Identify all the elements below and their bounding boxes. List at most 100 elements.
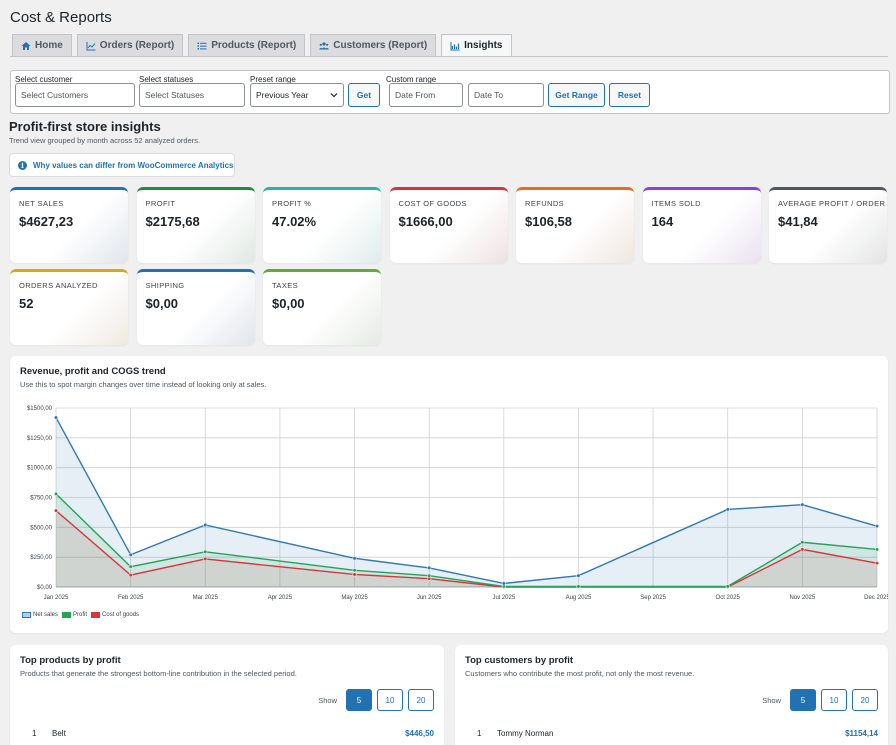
users-icon — [319, 41, 330, 49]
tab-home[interactable]: Home — [12, 34, 72, 56]
data-point — [352, 568, 357, 573]
kpi-card-refunds: REFUNDS $106,58 — [516, 187, 634, 263]
nav-tabs: Home Orders (Report) Products (Report) C… — [12, 34, 512, 56]
y-tick-label: $1250,00 — [27, 436, 53, 442]
tab-orders-report[interactable]: Orders (Report) — [76, 34, 184, 56]
date-from-input[interactable]: Date From — [389, 83, 463, 107]
status-label: Select statuses — [139, 75, 194, 84]
data-point — [576, 573, 581, 578]
trend-chart-panel: Revenue, profit and COGS trend Use this … — [10, 356, 888, 633]
tab-insights[interactable]: Insights — [441, 34, 512, 56]
legend-swatch — [91, 612, 101, 618]
kpi-value: 164 — [651, 214, 674, 229]
x-tick-label: Aug 2025 — [566, 595, 592, 601]
why-values-label: Why values can differ from WooCommerce A… — [33, 160, 234, 170]
kpi-label: ORDERS ANALYZED — [19, 281, 98, 290]
x-tick-label: Sep 2025 — [640, 595, 666, 601]
data-point — [128, 564, 133, 569]
x-tick-label: Apr 2025 — [268, 595, 293, 601]
data-point — [128, 573, 133, 578]
profit-amount: $446,50 — [405, 728, 434, 738]
kpi-card-orders-analyzed: ORDERS ANALYZED 52 — [10, 269, 128, 345]
series-area-net-sales — [56, 417, 877, 587]
show-20-button[interactable]: 20 — [852, 689, 878, 711]
legend-cost-of-goods[interactable]: Cost of goods — [91, 612, 139, 618]
tab-products-report[interactable]: Products (Report) — [188, 34, 306, 56]
kpi-value: $106,58 — [525, 214, 572, 229]
show-label: Show — [762, 695, 781, 705]
kpi-label: PROFIT % — [272, 199, 312, 208]
y-tick-label: $0,00 — [37, 585, 53, 591]
kpi-label: SHIPPING — [145, 281, 185, 290]
top-products-title: Top products by profit — [20, 655, 121, 666]
legend-net-sales[interactable]: Net sales — [22, 612, 58, 618]
y-tick-label: $1000,00 — [27, 466, 53, 472]
data-point — [800, 502, 805, 507]
series-area-profit — [56, 493, 877, 587]
why-values-differ-link[interactable]: i Why values can differ from WooCommerce… — [9, 153, 235, 177]
legend-swatch — [22, 612, 31, 618]
series-area-cost-of-goods — [56, 510, 877, 587]
kpi-value: $41,84 — [778, 214, 818, 229]
x-tick-label: Nov 2025 — [790, 595, 816, 601]
legend-swatch — [62, 612, 72, 618]
series-line-cost-of-goods — [55, 510, 878, 588]
y-tick-label: $1500,00 — [27, 406, 53, 412]
legend-profit[interactable]: Profit — [62, 612, 87, 618]
customer-label: Select customer — [15, 75, 73, 84]
kpi-card-taxes: TAXES $0,00 — [263, 269, 381, 345]
preset-range-select[interactable]: Previous Year — [250, 83, 344, 107]
kpi-card-shipping: SHIPPING $0,00 — [136, 269, 255, 345]
top-customers-pager: Show 5 10 20 — [762, 689, 878, 711]
tabs-divider — [10, 56, 888, 57]
status-select[interactable]: Select Statuses — [139, 83, 245, 107]
data-point — [800, 547, 805, 552]
kpi-card-net-sales: NET SALES $4627,23 — [10, 187, 128, 263]
kpi-value: $2175,68 — [145, 214, 200, 229]
show-5-button[interactable]: 5 — [790, 689, 816, 711]
list-item[interactable]: 1 Tommy Norman $1154,14 — [455, 725, 888, 741]
data-point — [874, 561, 880, 566]
reset-button[interactable]: Reset — [609, 83, 650, 107]
get-range-button[interactable]: Get Range — [548, 83, 605, 107]
list-item[interactable]: 1 Belt $446,50 — [10, 725, 444, 741]
top-customers-subtitle: Customers who contribute the most profit… — [465, 669, 695, 678]
date-to-input[interactable]: Date To — [468, 83, 544, 107]
y-tick-label: $750,00 — [30, 496, 52, 502]
kpi-value: 47.02% — [272, 214, 317, 229]
tab-customers-report[interactable]: Customers (Report) — [310, 34, 437, 56]
insights-title: Profit-first store insights — [9, 119, 161, 134]
rank: 1 — [32, 728, 37, 738]
data-point — [53, 508, 59, 513]
filter-bar: Select customer Select Customers Select … — [10, 70, 890, 114]
kpi-label: AVERAGE PROFIT / ORDER — [778, 199, 886, 208]
top-products-pager: Show 5 10 20 — [318, 689, 434, 711]
profit-amount: $1154,14 — [845, 728, 878, 738]
x-tick-label: May 2025 — [341, 595, 368, 601]
data-point — [874, 547, 880, 552]
data-point — [203, 549, 208, 554]
show-20-button[interactable]: 20 — [408, 689, 434, 711]
customer-name: Tommy Norman — [497, 728, 554, 738]
x-tick-label: Jan 2025 — [44, 595, 69, 601]
kpi-card-profit: PROFIT $2175,68 — [136, 187, 255, 263]
kpi-label: ITEMS SOLD — [651, 199, 701, 208]
chart-subtitle: Use this to spot margin changes over tim… — [20, 380, 267, 389]
series-line-net-sales — [55, 417, 878, 585]
customer-select[interactable]: Select Customers — [15, 83, 135, 107]
data-point — [501, 581, 506, 586]
show-5-button[interactable]: 5 — [346, 689, 372, 711]
x-tick-label: Dec 2025 — [864, 595, 888, 601]
data-point — [53, 491, 59, 496]
show-10-button[interactable]: 10 — [377, 689, 403, 711]
data-point — [800, 540, 805, 545]
preset-label: Preset range — [250, 75, 296, 84]
home-icon — [21, 41, 31, 50]
get-button[interactable]: Get — [348, 83, 380, 107]
kpi-value: $1666,00 — [398, 214, 453, 229]
kpi-label: NET SALES — [19, 199, 64, 208]
show-10-button[interactable]: 10 — [821, 689, 847, 711]
data-point — [128, 552, 133, 557]
rank: 1 — [477, 728, 482, 738]
custom-range-label: Custom range — [386, 75, 437, 84]
